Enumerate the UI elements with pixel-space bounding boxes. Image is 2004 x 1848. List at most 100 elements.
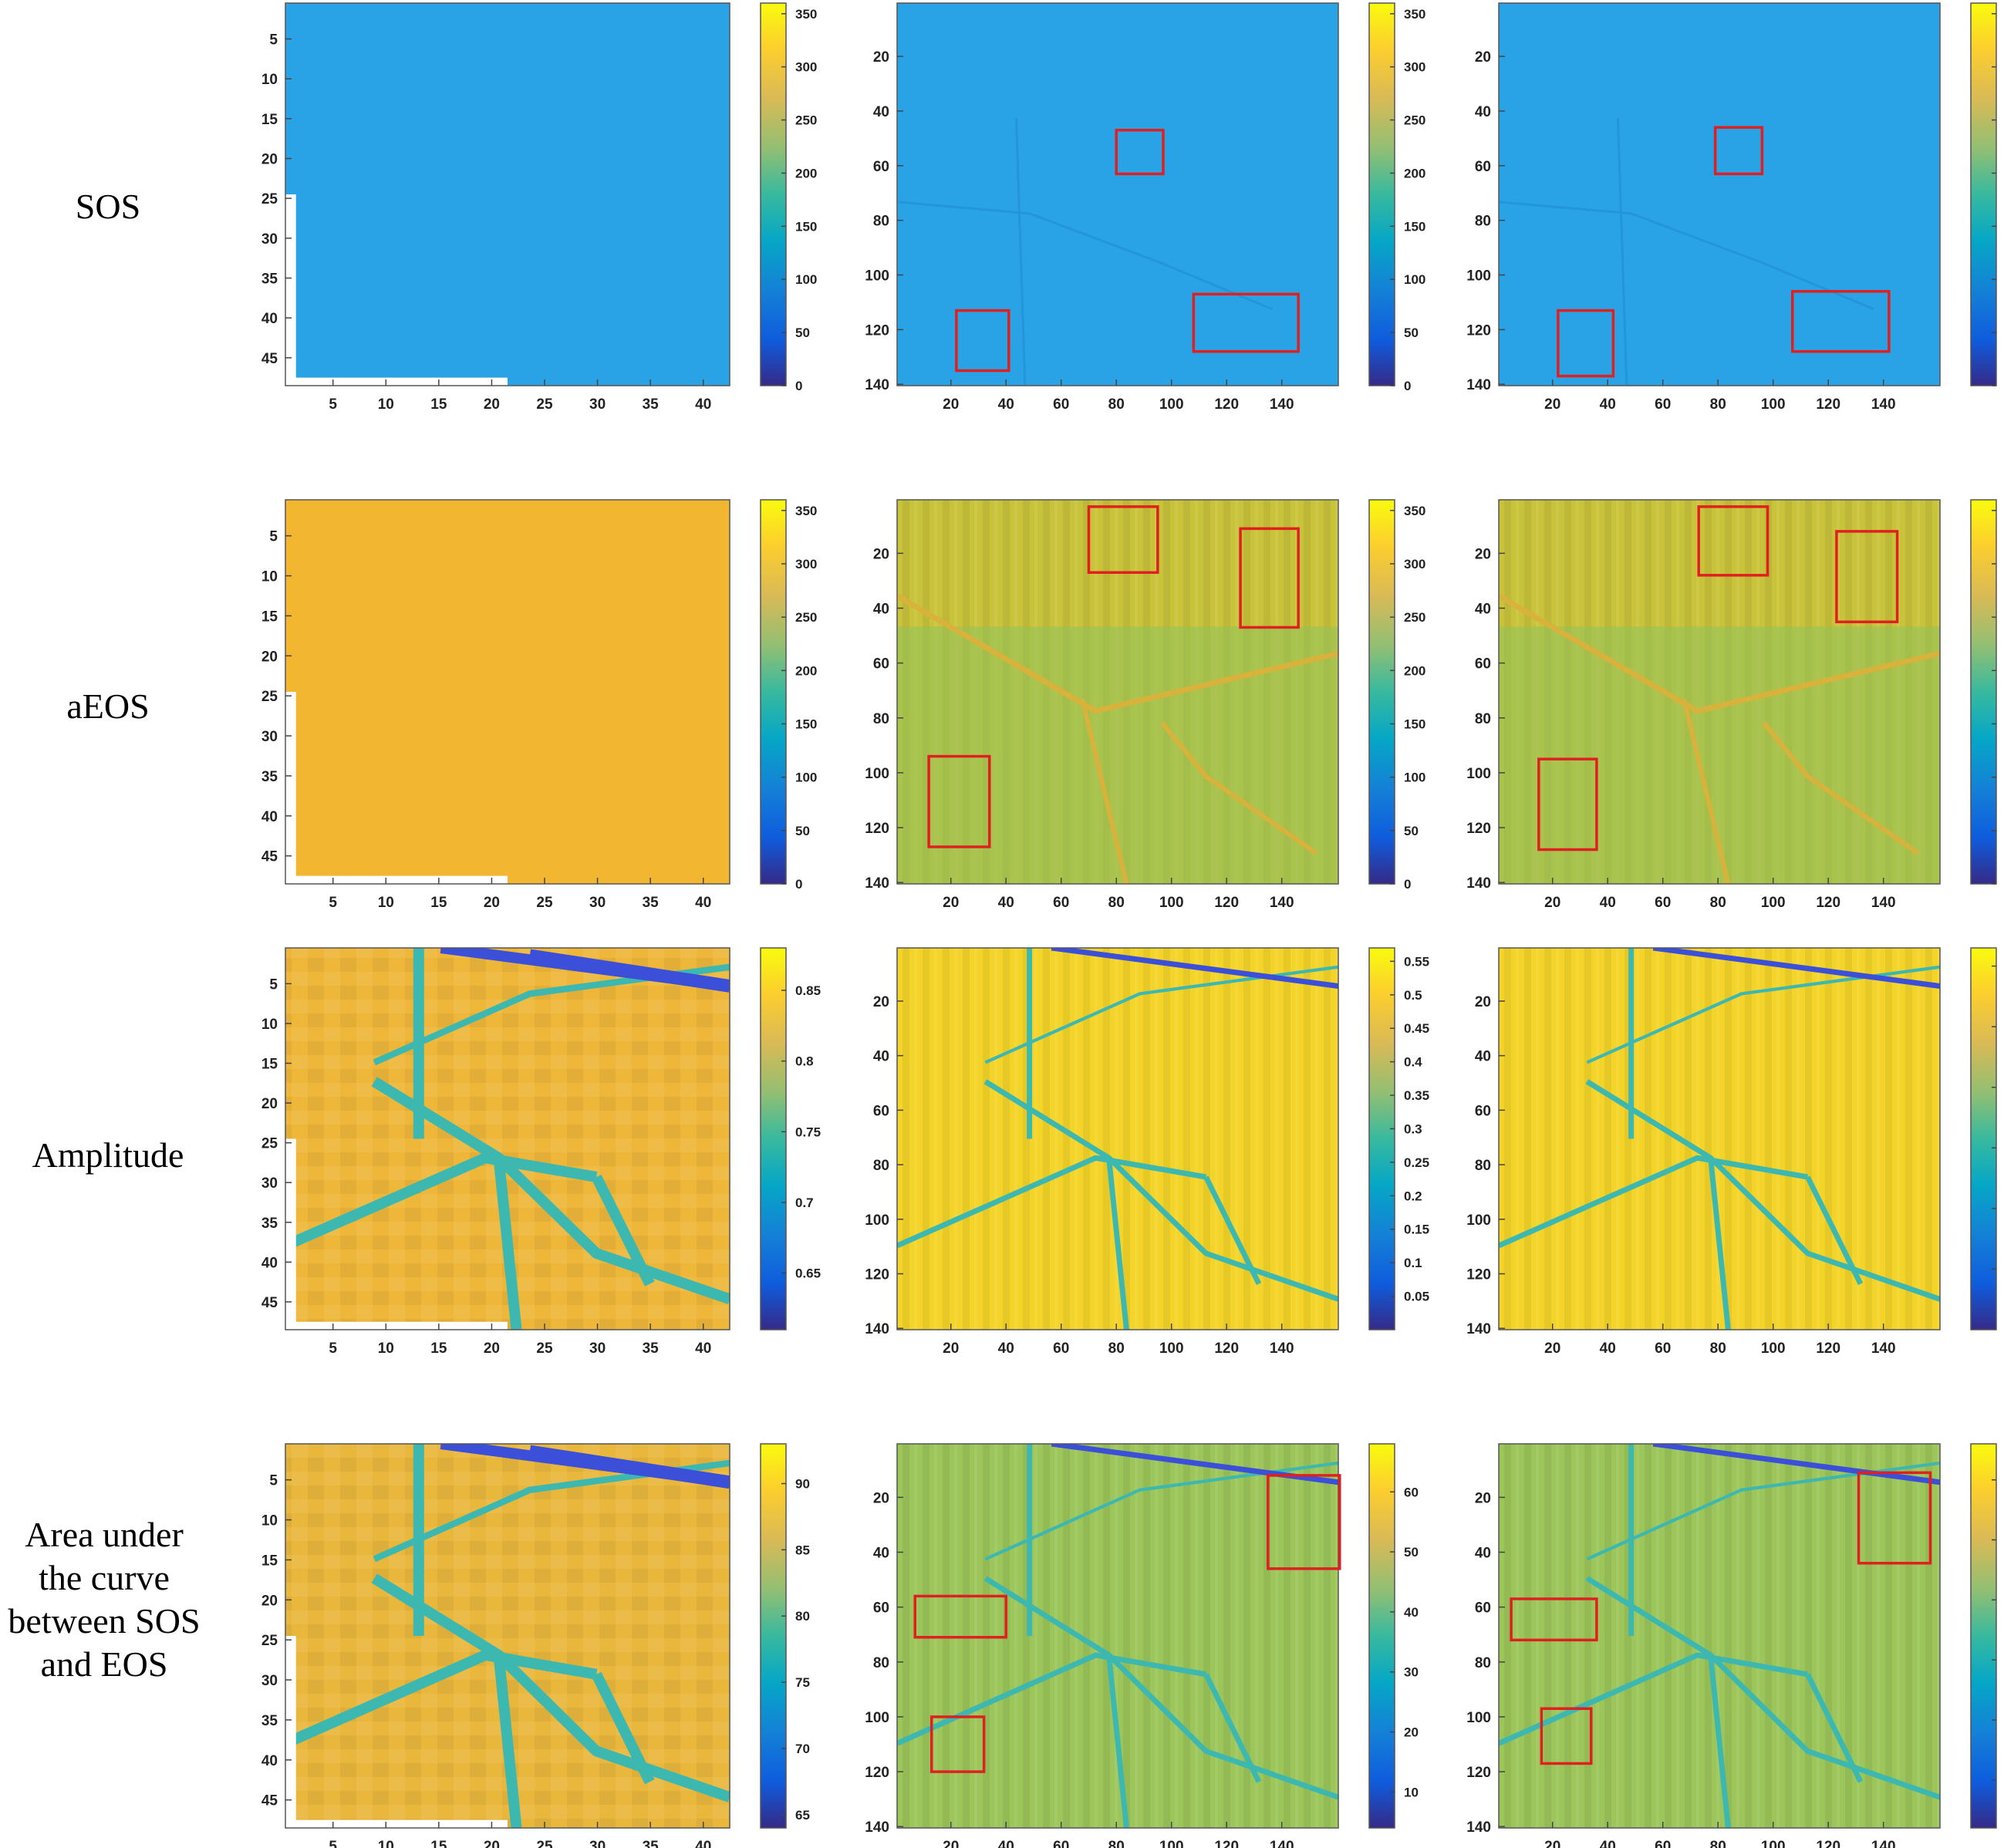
highlight-box [1537, 757, 1598, 851]
y-tick-label: 5 [269, 32, 278, 49]
colorbar-tick-label: 50 [1404, 824, 1419, 838]
x-tick-label: 60 [1655, 1340, 1671, 1357]
feature-line [1499, 1652, 1809, 1746]
feature-line [1682, 699, 1731, 884]
y-tick-label: 10 [261, 1513, 278, 1529]
y-tick-label: 40 [261, 1255, 278, 1271]
y-tick-label: 40 [873, 104, 889, 120]
heatmap-field [897, 3, 1338, 386]
colorbar [1970, 2, 1997, 386]
y-tick-label: 140 [865, 1321, 889, 1337]
x-tick-label: 120 [1214, 1839, 1239, 1848]
y-tick-label: 35 [261, 1216, 278, 1232]
x-tick-label: 40 [695, 895, 711, 911]
colorbar [760, 1443, 787, 1829]
colorbar-tick-label: 150 [1404, 219, 1425, 234]
x-tick-label: 60 [1655, 1839, 1671, 1848]
colorbar-tick-label: 200 [795, 166, 817, 180]
highlight-box [1510, 1597, 1598, 1642]
colorbar [1970, 499, 1997, 885]
x-tick-label: 40 [998, 1839, 1014, 1848]
axes-frame [1498, 2, 1941, 386]
y-tick-label: 80 [1475, 214, 1491, 230]
x-tick-label: 35 [643, 1839, 660, 1848]
x-tick-label: 10 [378, 895, 394, 911]
feature-line [1708, 1157, 1731, 1330]
y-tick-label: 120 [1466, 1267, 1491, 1283]
y-tick-label: 40 [1475, 104, 1491, 120]
colorbar-tick-label: 0.75 [795, 1125, 821, 1139]
colorbar-tick-label: 65 [795, 1808, 810, 1823]
y-tick-label: 40 [873, 1049, 889, 1065]
highlight-box [1192, 292, 1300, 353]
x-tick-label: 15 [430, 1839, 447, 1848]
x-tick-label: 5 [329, 1340, 337, 1357]
y-tick-label: 20 [873, 1490, 889, 1506]
y-tick-label: 45 [261, 1295, 278, 1311]
y-tick-label: 20 [873, 994, 889, 1010]
feature-line [528, 1445, 730, 1489]
colorbar-tick-label: 350 [1404, 7, 1425, 22]
panel-3-2: 2040608010012014020406080100120140605040… [1466, 1443, 1997, 1848]
y-tick-label: 15 [261, 1057, 278, 1073]
x-tick-label: 60 [1053, 895, 1069, 911]
x-tick-label: 100 [1761, 1340, 1786, 1357]
x-tick-label: 60 [1655, 396, 1671, 413]
x-tick-label: 30 [589, 1340, 606, 1357]
y-tick-label: 10 [261, 72, 278, 88]
x-tick-label: 80 [1108, 1340, 1125, 1357]
x-tick-label: 60 [1053, 1340, 1069, 1357]
feature-line [371, 1573, 730, 1802]
colorbar-tick-label: 250 [1404, 113, 1425, 128]
x-tick-label: 25 [536, 1839, 553, 1848]
x-tick-label: 10 [378, 396, 394, 413]
feature-line [1106, 1654, 1129, 1828]
row-label-0: SOS [75, 187, 141, 226]
heatmap-field [285, 500, 730, 884]
colorbar-tick-label: 0.2 [1404, 1189, 1422, 1203]
colorbar [1368, 2, 1395, 386]
y-tick-label: 100 [1466, 1212, 1491, 1229]
heatmap-field [285, 3, 730, 386]
y-tick-label: 140 [865, 1819, 889, 1836]
y-tick-label: 80 [873, 1158, 889, 1174]
x-tick-label: 120 [1214, 895, 1239, 911]
x-tick-label: 40 [695, 396, 711, 413]
y-tick-label: 120 [1466, 821, 1491, 837]
y-tick-label: 120 [865, 1765, 889, 1781]
y-tick-label: 30 [261, 231, 278, 248]
colorbar-tick-label: 200 [1404, 663, 1425, 678]
axes-frame [285, 947, 730, 1330]
feature-line [493, 1157, 522, 1330]
colorbar-tick-label: 0.15 [1404, 1222, 1429, 1237]
x-tick-label: 40 [1600, 1839, 1616, 1848]
panel-0-2: 2040608010012014020406080100120140350300… [1466, 2, 1997, 413]
feature-line [1499, 593, 1940, 714]
x-tick-label: 35 [643, 895, 660, 911]
feature-line [1805, 1673, 1864, 1783]
panel-1-0: 5 10 15 20 25 30 35 40 5 10 15 20 25 30 35 40 45 350 300 25… [261, 499, 817, 911]
axes-frame [285, 2, 730, 386]
panel-1-2: 2040608010012014020406080100120140350300… [1466, 499, 1997, 911]
feature-line [285, 1649, 598, 1749]
feature-line [897, 1652, 1207, 1746]
y-tick-label: 20 [873, 49, 889, 66]
colorbar-tick-label: 300 [1404, 60, 1425, 75]
colorbar-tick-label: 150 [795, 219, 817, 234]
y-tick-label: 100 [1466, 1710, 1491, 1726]
feature-line [1499, 201, 1874, 311]
colorbar-tick-label: 350 [795, 504, 817, 518]
feature-line [1080, 699, 1129, 884]
y-tick-label: 20 [1475, 1490, 1491, 1506]
y-tick-label: 20 [261, 152, 278, 168]
feature-line [371, 1077, 730, 1305]
y-tick-label: 25 [261, 689, 278, 705]
x-tick-label: 100 [1159, 396, 1184, 413]
y-tick-label: 45 [261, 1793, 278, 1809]
y-tick-label: 60 [1475, 159, 1491, 175]
y-tick-label: 25 [261, 1136, 278, 1152]
y-tick-label: 40 [873, 1546, 889, 1562]
y-tick-label: 20 [1475, 994, 1491, 1010]
y-tick-label: 15 [261, 1553, 278, 1569]
